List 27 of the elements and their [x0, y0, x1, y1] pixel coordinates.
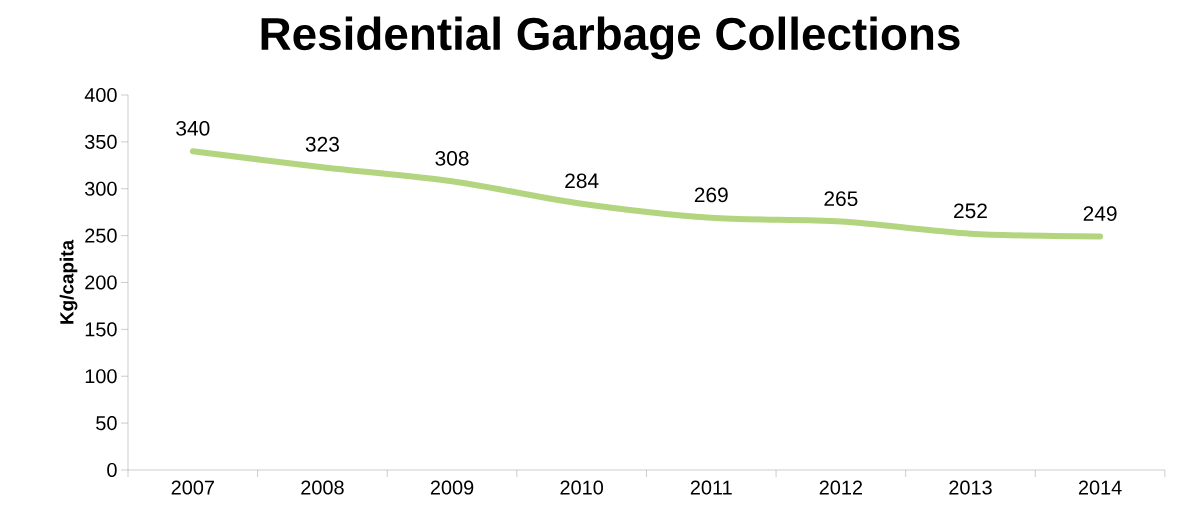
x-tick-label: 2009: [430, 480, 474, 495]
data-label: 323: [305, 136, 339, 152]
data-label: 265: [824, 191, 858, 207]
x-tick-label: 2008: [301, 480, 344, 495]
y-axis-title: Kg/capita: [59, 239, 78, 324]
y-tick-label: 100: [85, 369, 117, 384]
chart-title: Residential Garbage Collections: [261, 16, 960, 60]
y-tick-label: 400: [84, 87, 117, 103]
x-tick-label: 2011: [690, 480, 732, 495]
x-tick-label: 2014: [1078, 480, 1122, 495]
x-tick-label: 2012: [819, 480, 863, 495]
y-tick-label: 300: [85, 181, 117, 196]
data-label: 284: [565, 173, 599, 189]
x-tick-label: 2010: [560, 480, 604, 495]
data-label: 308: [435, 150, 469, 166]
y-tick-label: 50: [96, 416, 117, 431]
x-tick-label: 2013: [949, 480, 992, 495]
y-tick-label: 250: [85, 228, 117, 243]
y-tick-label: 200: [85, 275, 117, 290]
data-label: 269: [694, 187, 728, 203]
y-tick-label: 150: [85, 322, 117, 337]
y-tick-label: 0: [107, 462, 117, 478]
data-label: 340: [176, 120, 210, 136]
x-tick-label: 2007: [171, 480, 214, 495]
data-label: 249: [1083, 206, 1117, 222]
data-label: 252: [954, 203, 987, 219]
y-tick-label: 350: [85, 134, 117, 149]
